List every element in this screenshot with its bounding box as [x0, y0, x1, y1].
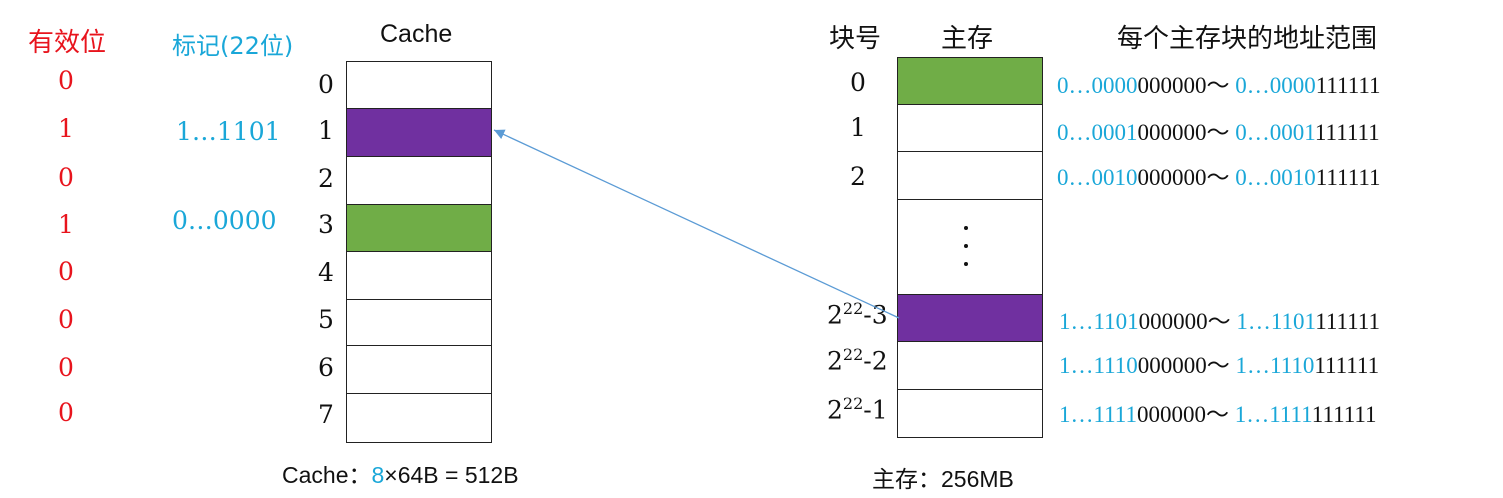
block-number-header: 块号	[829, 24, 882, 54]
cache-line	[346, 345, 492, 395]
valid-bit: 0	[58, 353, 74, 382]
cache-line-number: 3	[318, 210, 334, 239]
cache-caption-rest: ×64B = 512B	[384, 462, 519, 488]
valid-bit: 1	[58, 210, 74, 239]
cache-line-number: 1	[318, 116, 334, 145]
cache-caption: Cache：8×64B = 512B	[282, 456, 519, 490]
cache-caption-lines: 8	[371, 462, 385, 488]
address-range: 1…1110000000～ 1…1110111111	[1059, 353, 1380, 378]
address-range: 0…0001000000～ 0…0001111111	[1057, 120, 1380, 145]
valid-bit: 0	[58, 257, 74, 286]
mem-block	[897, 104, 1043, 153]
cache-line-green	[346, 204, 492, 253]
mem-block-number: 222-2	[827, 345, 888, 376]
cache-caption-prefix: Cache：	[282, 462, 372, 488]
cache-line-number: 5	[318, 305, 334, 334]
valid-bit-header: 有效位	[28, 28, 107, 58]
valid-bit: 0	[58, 305, 74, 334]
cache-line	[346, 393, 492, 443]
cache-line-number: 4	[318, 258, 334, 287]
main-memory-caption: 主存：256MB	[872, 466, 1014, 492]
cache-line-number: 6	[318, 353, 334, 382]
mem-block-number: 222-3	[827, 299, 888, 330]
mem-block-number: 2	[850, 162, 866, 191]
tag-value: 0…0000	[172, 206, 277, 235]
cache-line	[346, 251, 492, 301]
main-memory-header: 主存	[941, 24, 994, 54]
tag-value: 1…1101	[176, 117, 281, 146]
cache-header: Cache	[380, 20, 453, 48]
address-range: 0…0010000000～ 0…0010111111	[1057, 165, 1381, 190]
cache-line-purple	[346, 108, 492, 158]
cache-line-number: 0	[318, 70, 334, 99]
valid-bit: 0	[58, 163, 74, 192]
mem-block-number: 222-1	[827, 394, 888, 425]
valid-bit: 0	[58, 66, 74, 95]
cache-line	[346, 61, 492, 110]
mem-block-green	[897, 57, 1043, 106]
address-range: 1…1101000000～ 1…1101111111	[1059, 309, 1380, 334]
valid-bit: 0	[58, 398, 74, 427]
address-range-header: 每个主存块的地址范围	[1117, 24, 1378, 54]
cache-line-number: 7	[318, 400, 334, 429]
mem-block-number: 1	[850, 113, 866, 142]
tag-header: 标记(22位)	[172, 32, 294, 60]
address-range: 0…0000000000～ 0…0000111111	[1057, 73, 1381, 98]
cache-line-number: 2	[318, 164, 334, 193]
cache-line	[346, 299, 492, 347]
mem-block	[897, 389, 1043, 438]
address-range: 1…1111000000～ 1…1111111111	[1059, 402, 1377, 427]
mem-block-number: 0	[850, 68, 866, 97]
valid-bit: 1	[58, 114, 74, 143]
